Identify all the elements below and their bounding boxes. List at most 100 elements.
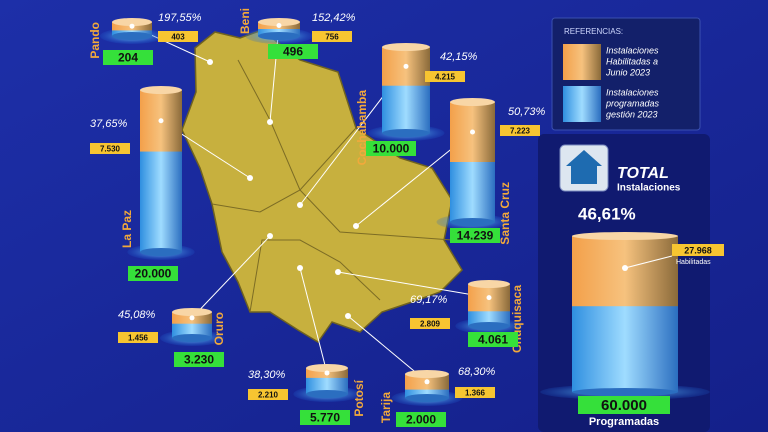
total-habilitadas: 27.968 [684,245,712,255]
connector [337,271,490,299]
programadas: 20.000 [135,267,172,281]
legend-label: Instalaciones [606,87,659,97]
map-border [299,189,453,241]
cylinder-top [172,308,212,316]
programadas: 5.770 [310,411,340,425]
total-programadas-label: Programadas [589,416,659,428]
habilitadas-box [90,143,130,154]
legend-swatch [563,86,601,122]
programadas-box [103,50,153,65]
total-habilitadas-label: Habilitadas [676,259,711,266]
total-habilitadas-box [672,244,724,256]
programadas-box [174,352,224,367]
habilitadas: 1.366 [465,389,486,398]
programadas: 10.000 [373,142,410,156]
department-name: La Paz [120,210,134,248]
percent: 42,15% [440,51,478,63]
total-title: TOTAL [617,165,669,182]
habilitadas-box [425,71,465,82]
map-dot [345,313,351,319]
programadas-box [396,412,446,427]
department-name: Santa Cruz [498,182,512,245]
cylinder-top [112,18,152,26]
cylinder-top [405,370,449,378]
total-programadas: 60.000 [601,397,647,414]
map-dot [297,202,303,208]
percent: 68,30% [458,366,496,378]
cylinder-bottom [172,334,212,342]
total-subtitle: Instalaciones [617,183,681,194]
department-name: Potosí [352,379,366,416]
habilitadas: 2.809 [420,320,441,329]
habilitadas-box [500,125,540,136]
department-name: Cochabamba [355,90,369,166]
percent: 197,55% [158,12,202,24]
legend-label: Instalaciones [606,45,659,55]
cylinder-top [140,86,182,94]
cylinder-bottom [112,32,152,40]
programadas-box [128,266,178,281]
percent: 152,42% [312,12,356,24]
cylinder-top [306,364,348,372]
programadas-box [300,410,350,425]
connector [624,255,673,269]
dot [486,295,492,301]
legend-label: Habilitadas a [606,56,658,66]
percent: 38,30% [248,369,286,381]
total-percent: 46,61% [578,204,636,223]
total-programadas-box [578,396,670,414]
department-name: Oruro [212,312,226,345]
cylinder-bottom [306,390,348,398]
programadas-box [366,141,416,156]
habilitadas-box [158,31,198,42]
habilitadas: 2.210 [258,391,279,400]
habilitadas-box [410,318,450,329]
dot [424,379,430,385]
cylinder-bottom [405,394,449,402]
dot [276,23,282,28]
programadas-box [468,332,518,347]
habilitadas-box [455,387,495,398]
dot [189,315,195,321]
cylinder-orange [572,236,678,307]
cylinder-top [572,232,678,240]
percent: 45,08% [118,309,156,321]
programadas: 14.239 [457,229,494,243]
habilitadas-box [312,31,352,42]
house-icon [566,150,602,184]
cylinder-bottom [450,218,495,226]
habilitadas: 756 [325,33,339,42]
map-dot [267,233,273,239]
dot [403,63,409,69]
dot [324,370,330,376]
percent: 50,73% [508,106,546,118]
legend-label: Junio 2023 [605,67,650,77]
map-dot [267,119,273,125]
programadas-box [450,228,500,243]
programadas: 496 [283,45,303,59]
map-dot [335,269,341,275]
percent: 37,65% [90,118,128,130]
programadas-box [268,44,318,59]
map-dot [247,175,253,181]
habilitadas: 1.456 [128,334,149,343]
map-border [211,127,357,213]
map-dot [207,59,213,65]
programadas: 3.230 [184,353,214,367]
cylinder-top [468,280,510,288]
percent: 69,17% [410,294,448,306]
connector [191,235,271,319]
department-name: Pando [88,22,102,59]
map-dot [297,265,303,271]
programadas: 4.061 [478,333,508,347]
habilitadas: 7.223 [510,127,531,136]
cylinder-top [450,98,495,106]
legend-label: programadas [605,98,660,108]
programadas: 204 [118,51,138,65]
habilitadas: 4.215 [435,73,456,82]
legend-title: REFERENCIAS: [564,27,623,36]
cylinder-top [382,43,430,51]
dot [470,129,475,135]
cylinder-top [258,18,300,26]
map-dot [353,223,359,229]
